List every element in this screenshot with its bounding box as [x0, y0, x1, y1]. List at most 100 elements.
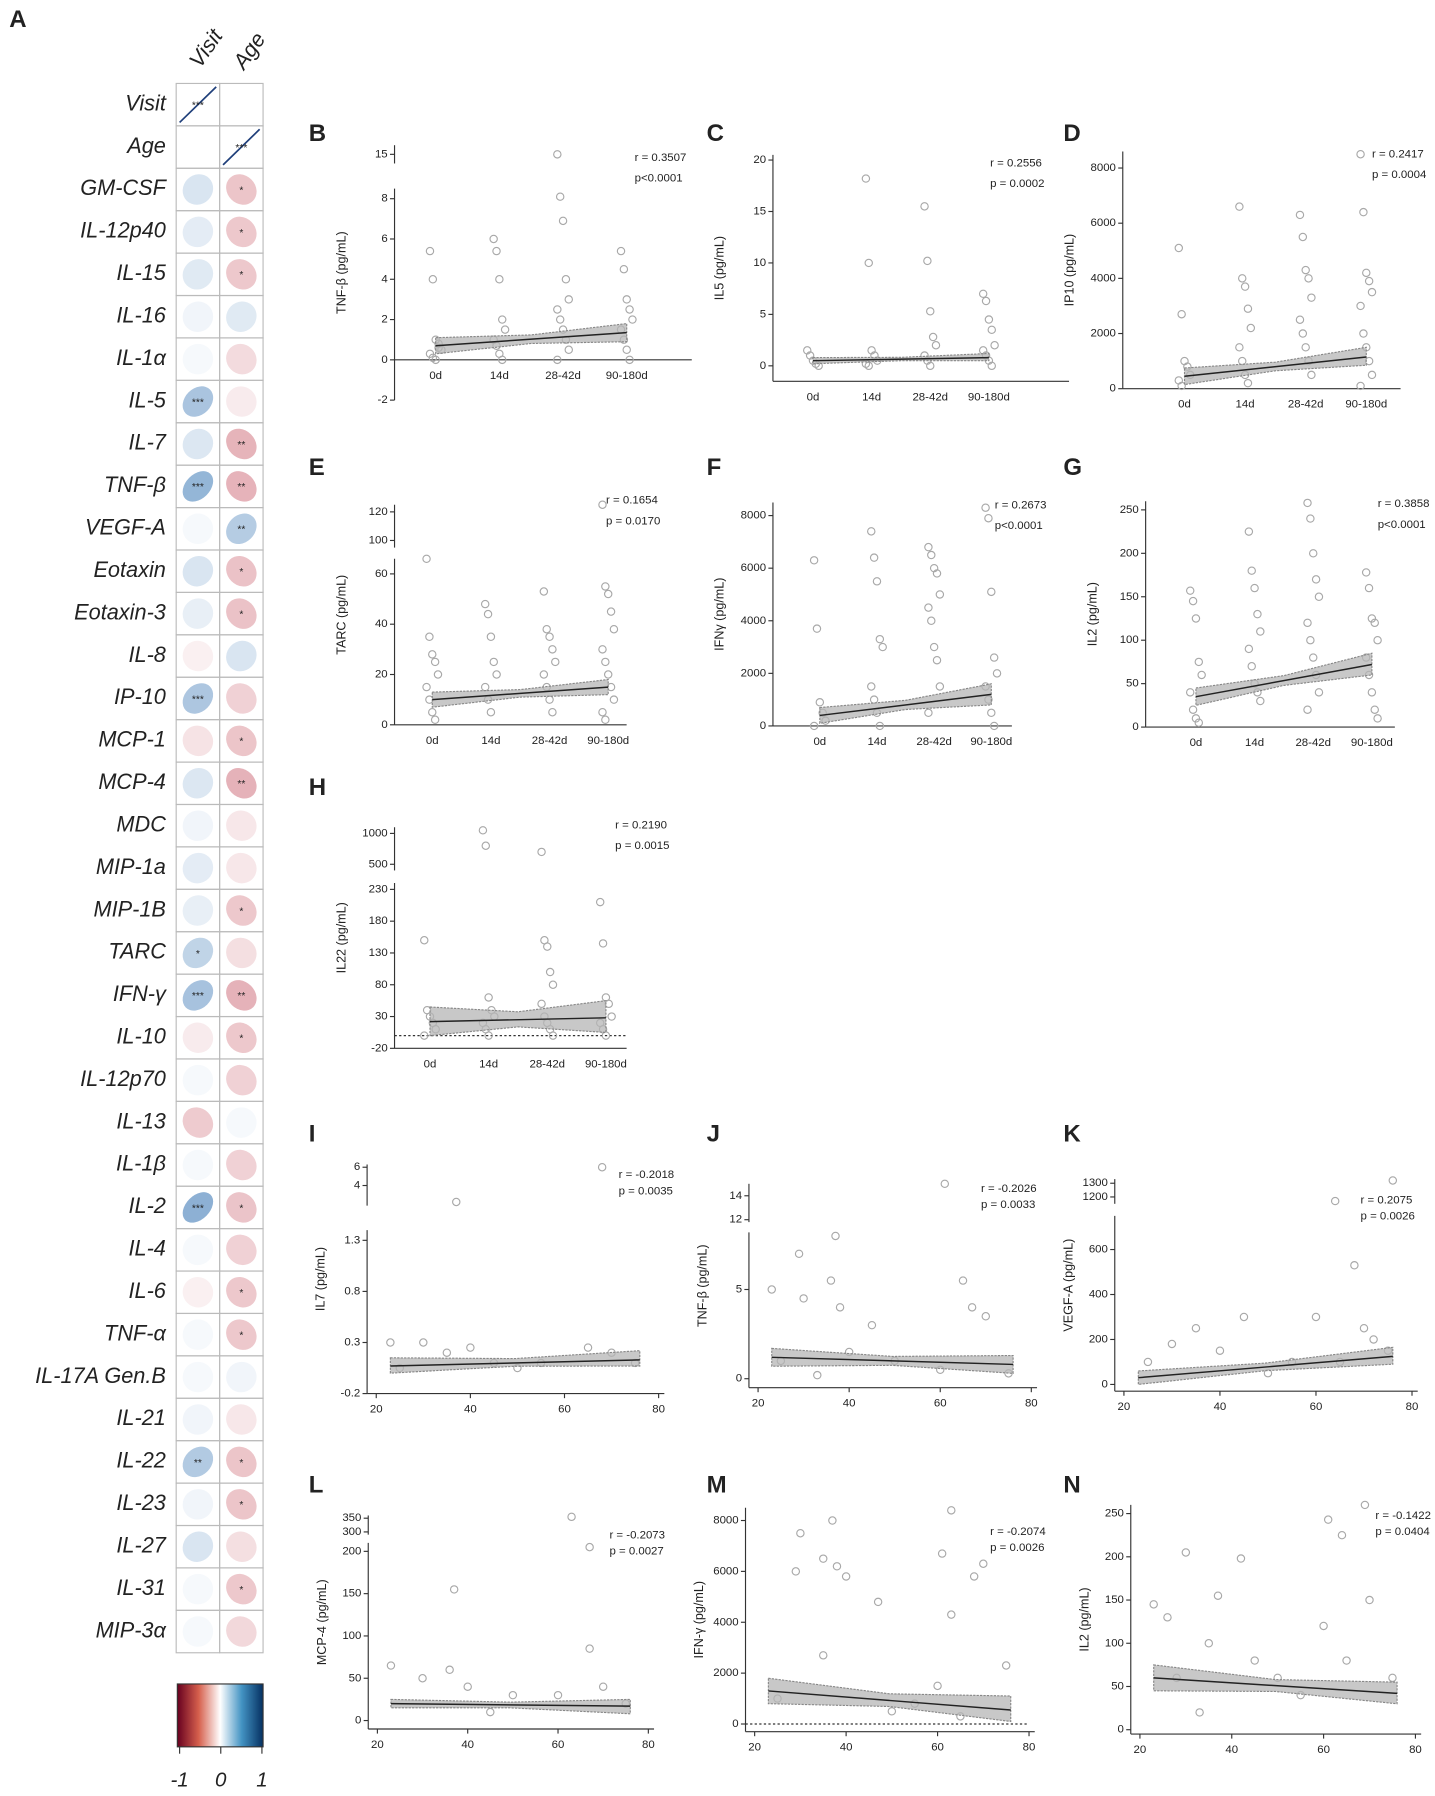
data-point — [428, 707, 437, 717]
data-point — [1185, 586, 1195, 595]
annotation: r = -0.2074 — [990, 1526, 1046, 1538]
row-label: IL-31 — [116, 1575, 166, 1600]
significance: *** — [192, 694, 204, 705]
data-point — [543, 942, 552, 951]
row-label: IL-17A Gen.B — [35, 1363, 166, 1388]
y-axis-label: IL7 (pg/mL) — [314, 1247, 328, 1311]
data-point — [422, 682, 431, 692]
row-label: TARC — [108, 939, 166, 964]
data-point — [926, 307, 935, 316]
data-point — [585, 1644, 594, 1653]
data-point — [1235, 343, 1244, 352]
corr-ellipse — [226, 428, 257, 460]
y-tick-label: 14 — [729, 1190, 742, 1202]
row-label: IL-12p70 — [80, 1066, 166, 1091]
y-tick-label: 4000 — [1090, 272, 1115, 284]
fit-line — [435, 331, 627, 347]
x-tick-label: 90-180d — [585, 1058, 627, 1070]
data-point — [989, 721, 999, 731]
corr-ellipse — [226, 174, 257, 205]
corr-ellipse — [226, 343, 257, 375]
annotation: r = 0.2075 — [1361, 1194, 1413, 1206]
data-point — [567, 1512, 576, 1522]
data-point — [548, 1031, 558, 1040]
data-point — [418, 1674, 427, 1683]
significance: * — [239, 1331, 243, 1342]
y-tick-label: 150 — [1120, 591, 1139, 603]
y-tick-label: 6000 — [741, 562, 766, 574]
data-point — [826, 1276, 836, 1285]
corr-ellipse — [226, 1022, 257, 1054]
data-point — [794, 1249, 804, 1259]
x-tick-label: 14d — [867, 736, 886, 748]
cell — [219, 1609, 264, 1654]
data-point — [1143, 1357, 1153, 1367]
corr-ellipse — [182, 174, 214, 205]
row-label: TNF-α — [104, 1320, 166, 1345]
annotation: r = 0.2556 — [990, 157, 1042, 169]
fit-line — [1138, 1355, 1393, 1379]
annotation: p = 0.0035 — [619, 1185, 673, 1197]
data-point — [1188, 596, 1198, 606]
data-point — [489, 234, 498, 244]
data-point — [597, 1162, 607, 1172]
data-point — [932, 655, 942, 665]
corr-ellipse — [226, 301, 257, 332]
row-label: IL-13 — [116, 1108, 166, 1133]
data-point — [1342, 1656, 1351, 1665]
data-point — [867, 682, 876, 691]
panel-letter: L — [309, 1472, 324, 1499]
y-axis-label: IL2 (pg/mL) — [1085, 582, 1099, 646]
y-tick-label: 30 — [375, 1011, 388, 1023]
corr-ellipse — [226, 1361, 257, 1393]
data-point — [924, 542, 933, 552]
fit-line — [429, 1017, 606, 1023]
data-point — [598, 1682, 608, 1691]
data-point — [1359, 207, 1368, 217]
y-tick-label: 200 — [1089, 1333, 1108, 1345]
data-point — [926, 361, 935, 371]
data-point — [422, 554, 431, 564]
corr-ellipse — [226, 895, 257, 926]
y-tick-label: -20 — [371, 1042, 388, 1054]
data-point — [428, 650, 437, 659]
y-tick-label: 0 — [1118, 1724, 1124, 1736]
x-tick-label: 28-42d — [545, 370, 581, 382]
data-point — [548, 980, 558, 989]
data-point — [933, 1681, 942, 1691]
row-label: Age — [125, 133, 166, 158]
data-point — [1238, 274, 1247, 283]
data-point — [869, 553, 879, 562]
y-tick-label: 500 — [369, 858, 388, 870]
data-point — [1149, 1600, 1158, 1609]
x-tick-label: 28-42d — [1295, 737, 1331, 749]
data-point — [564, 345, 573, 355]
corr-ellipse — [182, 301, 214, 332]
row-label: IL-1α — [116, 345, 166, 370]
corr-ellipse — [226, 1064, 257, 1096]
x-tick-label: 60 — [558, 1404, 571, 1416]
row-label: IL-10 — [116, 1023, 166, 1048]
data-point — [545, 967, 555, 977]
data-point — [1367, 688, 1377, 697]
y-tick-label: 6 — [381, 233, 387, 245]
row-label: IL-2 — [128, 1193, 165, 1218]
data-point — [981, 296, 991, 306]
data-point — [1167, 1339, 1177, 1349]
corr-ellipse — [182, 1107, 214, 1138]
y-tick-label: 50 — [349, 1672, 362, 1684]
x-tick-label: 40 — [464, 1404, 477, 1416]
y-tick-label: 120 — [369, 506, 388, 518]
x-tick-label: 20 — [371, 1739, 384, 1751]
y-axis-label: TNF-β (pg/mL) — [696, 1244, 710, 1327]
column-label: Age — [227, 27, 271, 75]
x-tick-label: 28-42d — [532, 735, 568, 747]
data-point — [486, 707, 496, 717]
data-point — [1370, 618, 1379, 628]
data-point — [947, 1610, 956, 1619]
panel-letter: D — [1063, 120, 1080, 147]
data-point — [875, 721, 885, 731]
corr-ellipse — [226, 725, 257, 757]
data-point — [1250, 1656, 1259, 1665]
y-tick-label: 20 — [375, 669, 388, 681]
